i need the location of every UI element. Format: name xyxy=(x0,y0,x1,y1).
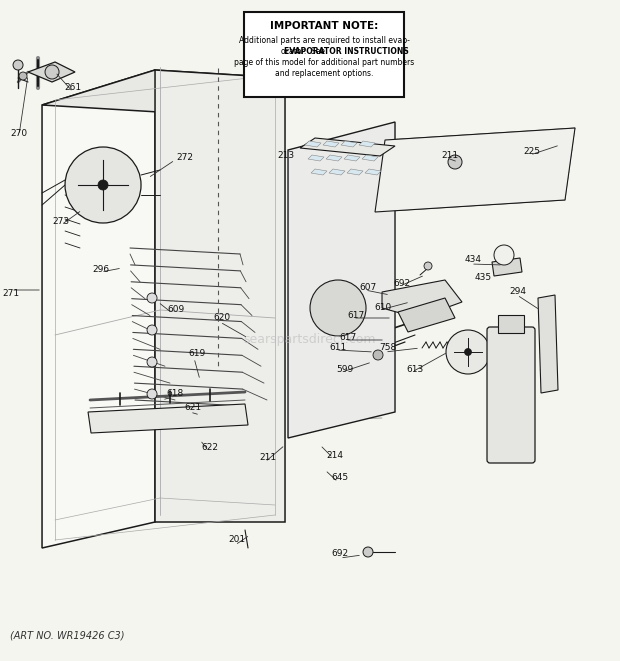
Polygon shape xyxy=(155,70,285,522)
Text: searspartsdirect.com: searspartsdirect.com xyxy=(244,334,376,346)
Text: 435: 435 xyxy=(474,274,492,282)
Polygon shape xyxy=(492,258,522,276)
Polygon shape xyxy=(311,169,327,175)
Circle shape xyxy=(147,357,157,367)
Text: 618: 618 xyxy=(166,389,184,399)
Text: 271: 271 xyxy=(2,288,20,297)
Text: 758: 758 xyxy=(379,344,397,352)
Circle shape xyxy=(494,245,514,265)
Text: orator.  See: orator. See xyxy=(281,47,327,56)
Circle shape xyxy=(446,330,490,374)
Polygon shape xyxy=(341,141,357,147)
Text: 692: 692 xyxy=(332,549,348,559)
Circle shape xyxy=(147,293,157,303)
Polygon shape xyxy=(42,70,155,548)
Text: 273: 273 xyxy=(53,217,69,227)
Text: 201: 201 xyxy=(228,535,246,545)
Circle shape xyxy=(45,65,59,79)
Polygon shape xyxy=(288,122,395,438)
Polygon shape xyxy=(362,155,378,161)
FancyBboxPatch shape xyxy=(244,12,404,97)
Text: 617: 617 xyxy=(339,334,356,342)
Text: 434: 434 xyxy=(464,256,482,264)
Circle shape xyxy=(19,72,27,80)
Text: 613: 613 xyxy=(406,366,423,375)
Text: 261: 261 xyxy=(64,83,82,93)
Polygon shape xyxy=(382,280,462,318)
Text: IMPORTANT NOTE:: IMPORTANT NOTE: xyxy=(270,21,378,31)
Text: Additional parts are required to install evap-: Additional parts are required to install… xyxy=(239,36,409,45)
Text: 272: 272 xyxy=(177,153,193,161)
Text: 225: 225 xyxy=(523,147,541,157)
Bar xyxy=(498,315,524,333)
Text: 621: 621 xyxy=(185,403,202,412)
Polygon shape xyxy=(88,404,248,433)
Polygon shape xyxy=(28,62,75,82)
Polygon shape xyxy=(365,169,381,175)
Text: 617: 617 xyxy=(347,311,365,321)
Circle shape xyxy=(363,547,373,557)
Text: 607: 607 xyxy=(360,284,376,293)
Polygon shape xyxy=(347,169,363,175)
Text: 619: 619 xyxy=(188,350,206,358)
Text: 645: 645 xyxy=(332,473,348,483)
Polygon shape xyxy=(308,155,324,161)
FancyBboxPatch shape xyxy=(487,327,535,463)
Circle shape xyxy=(13,60,23,70)
Text: page of this model for additional part numbers: page of this model for additional part n… xyxy=(234,58,414,67)
Text: 211: 211 xyxy=(441,151,459,159)
Polygon shape xyxy=(300,138,395,156)
Circle shape xyxy=(147,325,157,335)
Circle shape xyxy=(448,155,462,169)
Polygon shape xyxy=(375,128,575,212)
Text: 610: 610 xyxy=(374,303,392,313)
Text: 620: 620 xyxy=(213,313,231,323)
Text: 692: 692 xyxy=(394,280,410,288)
Text: 611: 611 xyxy=(329,344,347,352)
Text: (ART NO. WR19426 C3): (ART NO. WR19426 C3) xyxy=(10,630,125,640)
Text: 599: 599 xyxy=(337,366,353,375)
Polygon shape xyxy=(323,141,339,147)
Polygon shape xyxy=(305,141,321,147)
Polygon shape xyxy=(329,169,345,175)
Circle shape xyxy=(373,350,383,360)
Text: 294: 294 xyxy=(510,288,526,297)
Text: EVAPORATOR INSTRUCTIONS: EVAPORATOR INSTRUCTIONS xyxy=(283,47,409,56)
Text: 213: 213 xyxy=(278,151,294,159)
Polygon shape xyxy=(344,155,360,161)
Circle shape xyxy=(424,262,432,270)
Text: 270: 270 xyxy=(11,128,28,137)
Text: 609: 609 xyxy=(167,305,185,315)
Text: 214: 214 xyxy=(327,451,343,461)
Polygon shape xyxy=(398,298,455,332)
Circle shape xyxy=(147,389,157,399)
Polygon shape xyxy=(538,295,558,393)
Text: 296: 296 xyxy=(92,264,110,274)
Text: and replacement options.: and replacement options. xyxy=(275,69,373,78)
Polygon shape xyxy=(326,155,342,161)
Circle shape xyxy=(65,147,141,223)
Polygon shape xyxy=(359,141,375,147)
Text: 622: 622 xyxy=(202,444,218,453)
Text: 211: 211 xyxy=(259,453,277,463)
Circle shape xyxy=(310,280,366,336)
Circle shape xyxy=(98,180,108,190)
Circle shape xyxy=(464,348,471,356)
Polygon shape xyxy=(42,70,285,113)
